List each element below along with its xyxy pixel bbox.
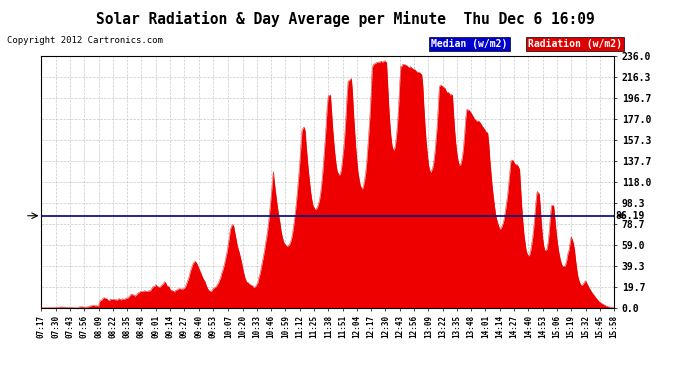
Text: Solar Radiation & Day Average per Minute  Thu Dec 6 16:09: Solar Radiation & Day Average per Minute… bbox=[96, 11, 594, 27]
Text: Median (w/m2): Median (w/m2) bbox=[431, 39, 508, 50]
Text: 86.19: 86.19 bbox=[615, 211, 644, 221]
Text: Copyright 2012 Cartronics.com: Copyright 2012 Cartronics.com bbox=[7, 36, 163, 45]
Text: Radiation (w/m2): Radiation (w/m2) bbox=[528, 39, 622, 50]
